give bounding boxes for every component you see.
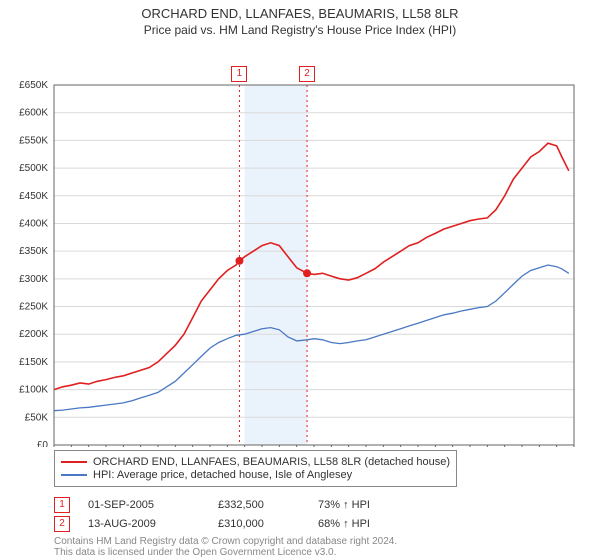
svg-text:£350K: £350K [19,246,48,257]
legend-label: ORCHARD END, LLANFAES, BEAUMARIS, LL58 8… [93,456,450,468]
sale-price: £310,000 [218,518,318,530]
attribution-footer: Contains HM Land Registry data © Crown c… [54,536,397,558]
sale-marker: 2 [299,66,315,82]
legend-item: ORCHARD END, LLANFAES, BEAUMARIS, LL58 8… [61,456,450,468]
sales-row: 1 01-SEP-2005£332,50073% ↑ HPI [54,497,408,513]
page-title: ORCHARD END, LLANFAES, BEAUMARIS, LL58 8… [0,6,600,21]
svg-text:£450K: £450K [19,191,48,202]
legend: ORCHARD END, LLANFAES, BEAUMARIS, LL58 8… [54,450,457,487]
svg-text:£300K: £300K [19,274,48,285]
svg-text:£0: £0 [37,440,49,447]
price-chart: £0 £50K £100K £150K £200K £250K £300K £350K £400… [0,37,600,447]
legend-item: HPI: Average price, detached house, Isle… [61,469,450,481]
legend-label: HPI: Average price, detached house, Isle… [93,469,352,481]
svg-text:£150K: £150K [19,357,48,368]
legend-swatch [61,474,87,476]
svg-text:£50K: £50K [25,412,49,423]
svg-text:£400K: £400K [19,218,48,229]
sale-price: £332,500 [218,499,318,511]
sale-index-marker: 1 [54,497,70,513]
svg-text:£600K: £600K [19,108,48,119]
svg-text:£200K: £200K [19,329,48,340]
svg-text:£500K: £500K [19,163,48,174]
sale-date: 01-SEP-2005 [88,499,218,511]
page-subtitle: Price paid vs. HM Land Registry's House … [0,23,600,37]
sale-index-marker: 2 [54,516,70,532]
sale-marker: 1 [231,66,247,82]
footer-line: This data is licensed under the Open Gov… [54,547,397,558]
svg-text:£250K: £250K [19,302,48,313]
svg-text:£650K: £650K [19,80,48,91]
svg-text:£100K: £100K [19,385,48,396]
legend-swatch [61,461,87,463]
sale-pct-vs-hpi: 68% ↑ HPI [318,518,408,530]
sales-table: 1 01-SEP-2005£332,50073% ↑ HPI 2 13-AUG-200… [54,494,408,535]
footer-line: Contains HM Land Registry data © Crown c… [54,536,397,547]
sale-pct-vs-hpi: 73% ↑ HPI [318,499,408,511]
sale-date: 13-AUG-2009 [88,518,218,530]
sales-row: 2 13-AUG-2009£310,00068% ↑ HPI [54,516,408,532]
svg-text:£550K: £550K [19,135,48,146]
